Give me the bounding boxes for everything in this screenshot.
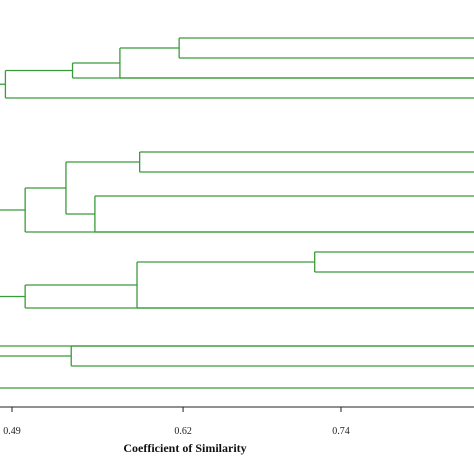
x-axis-ticks: 0.49 0.62 0.74: [3, 407, 350, 437]
x-tick-label: 0.74: [332, 426, 350, 437]
dendrogram-links: [0, 37, 474, 389]
x-axis-title: Coefficient of Similarity: [123, 441, 246, 455]
x-tick-label: 0.62: [174, 426, 192, 437]
x-tick-label: 0.49: [3, 426, 21, 437]
